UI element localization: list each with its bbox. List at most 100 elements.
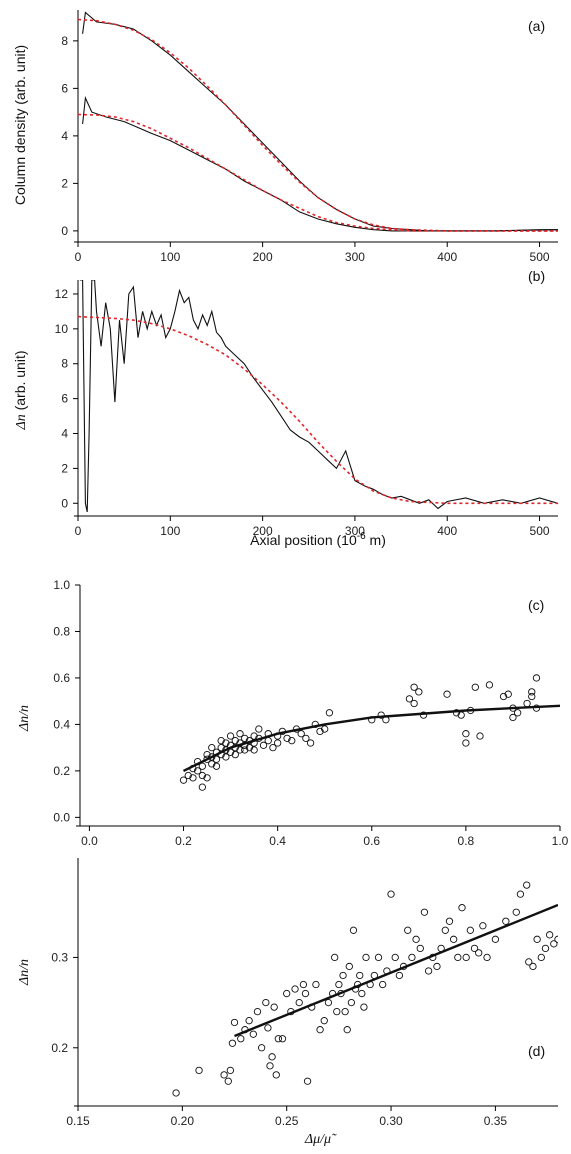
data-point xyxy=(212,762,221,770)
data-point xyxy=(433,962,441,971)
fit-curve xyxy=(182,704,560,772)
data-point xyxy=(245,1017,253,1025)
fit-line xyxy=(234,903,558,1038)
data-point xyxy=(420,908,429,916)
y-tick-label: 0.2 xyxy=(51,1041,68,1055)
data-point xyxy=(445,917,454,925)
data-point xyxy=(198,771,207,780)
data-point xyxy=(272,1071,280,1079)
y-tick-label: 0.8 xyxy=(53,624,70,638)
data-point xyxy=(516,890,525,898)
data-point xyxy=(274,1035,282,1043)
data-point xyxy=(269,743,277,752)
data-point xyxy=(278,1035,287,1043)
data-point xyxy=(443,690,451,698)
data-point xyxy=(349,926,358,934)
data-point xyxy=(405,695,414,703)
y-tick-label: 4 xyxy=(61,427,68,441)
data-point xyxy=(485,681,494,689)
panel-b-tag: (b) xyxy=(528,268,545,284)
data-point xyxy=(231,737,239,745)
data-point xyxy=(410,699,418,708)
data-point xyxy=(283,734,291,743)
data-point xyxy=(301,989,310,998)
y-tick-label: 0.6 xyxy=(53,671,70,685)
data-point xyxy=(504,690,512,698)
panel-a-tag: (a) xyxy=(528,18,545,34)
data-point xyxy=(172,1089,180,1097)
panel-c-tag: (c) xyxy=(528,597,544,613)
data-point xyxy=(212,748,221,756)
data-point xyxy=(259,741,268,749)
data-point xyxy=(410,683,418,691)
data-point xyxy=(408,953,416,962)
x-tick-label: 200 xyxy=(253,250,273,264)
data-point xyxy=(452,709,461,717)
y-tick-label: 0 xyxy=(61,224,68,238)
panel-a-ylabel: Column density (arb. unit) xyxy=(12,45,28,205)
y-tick-label: 6 xyxy=(61,392,68,406)
data-point xyxy=(532,674,541,682)
data-point xyxy=(368,716,376,724)
data-point xyxy=(537,953,545,962)
data-point xyxy=(370,971,378,980)
data-point xyxy=(466,926,474,934)
data-point xyxy=(311,720,319,729)
panel-d-ylabel: Δn/n xyxy=(17,959,32,986)
panel-a: 0 100 200 300 400 500 0 2 4 6 8 xyxy=(61,10,558,264)
data-point xyxy=(273,739,282,747)
data-point xyxy=(429,953,437,962)
fit-line-dashed xyxy=(78,113,558,232)
data-point xyxy=(513,709,522,717)
data-point xyxy=(415,688,423,696)
panel-b-ylabel-math: Δn xyxy=(14,414,29,430)
data-point xyxy=(258,1044,266,1052)
x-tick-label: 0.8 xyxy=(458,834,475,848)
data-point xyxy=(189,764,197,773)
panel-c: 0.0 0.2 0.4 0.6 0.8 1.0 0.0 0.2 0.4 0.6 0.8 1.0 xyxy=(53,578,568,848)
data-line xyxy=(82,95,558,232)
panel-d: 0.15 0.20 0.25 0.30 0.35 0.2 0.3 xyxy=(51,858,558,1128)
data-point xyxy=(476,732,484,740)
data-point xyxy=(245,737,254,745)
data-point xyxy=(377,711,385,719)
data-point xyxy=(546,931,554,939)
data-point xyxy=(226,1066,234,1075)
data-point xyxy=(475,949,483,957)
data-point xyxy=(541,944,550,953)
data-point xyxy=(208,753,216,761)
data-point xyxy=(292,725,301,733)
data-point xyxy=(273,732,282,740)
data-point xyxy=(325,709,334,717)
data-point xyxy=(236,746,244,754)
data-point xyxy=(374,953,383,962)
data-point xyxy=(321,725,329,733)
data-point xyxy=(399,962,408,971)
data-point xyxy=(509,713,517,722)
panel-d-xlabel: Δμ/μ̃ xyxy=(304,1132,337,1147)
y-tick-label: 2 xyxy=(61,176,68,190)
data-point xyxy=(457,711,465,719)
x-tick-label: 0.6 xyxy=(363,834,380,848)
data-point xyxy=(471,683,479,691)
panel-b: 0 100 200 300 400 500 0 2 4 6 8 10 12 xyxy=(55,280,558,538)
data-point xyxy=(291,985,299,993)
y-tick-label: 6 xyxy=(61,81,68,95)
data-point xyxy=(379,980,387,989)
data-point xyxy=(193,767,202,775)
x-tick-label: 100 xyxy=(160,524,180,538)
data-point xyxy=(320,1017,328,1025)
plot-area xyxy=(78,280,558,512)
data-point xyxy=(335,980,343,989)
data-point xyxy=(308,1003,316,1011)
data-point xyxy=(189,774,197,782)
data-point xyxy=(404,926,412,934)
data-point xyxy=(230,1018,239,1027)
x-tick-label: 0.30 xyxy=(379,1114,403,1128)
data-point xyxy=(509,704,517,712)
data-point xyxy=(331,953,339,962)
data-point xyxy=(222,753,230,761)
data-point xyxy=(347,998,356,1007)
data-point xyxy=(228,1039,237,1047)
data-point xyxy=(345,962,353,971)
